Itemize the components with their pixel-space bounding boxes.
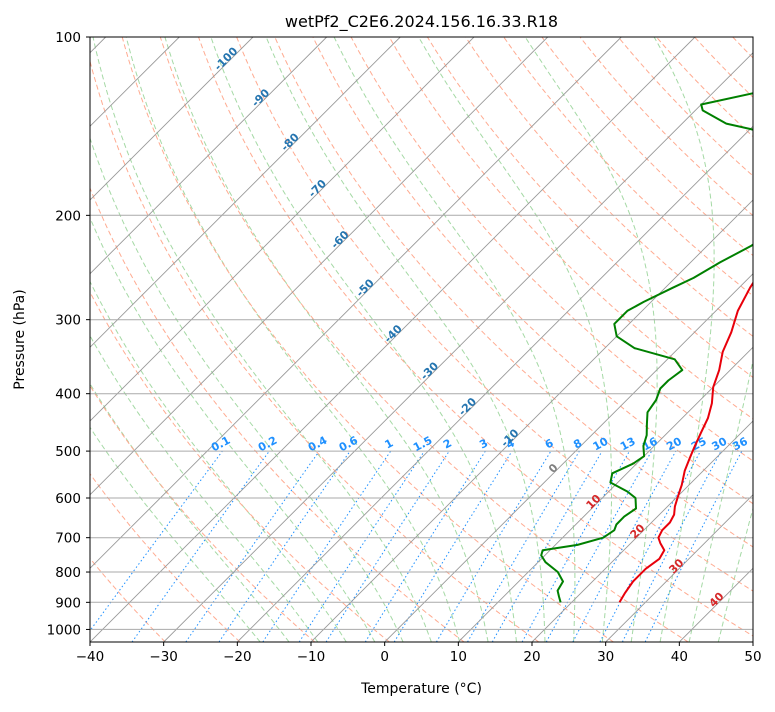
x-tick-label: 40 [671, 649, 688, 665]
x-tick-label: 20 [523, 649, 540, 665]
y-tick-label: 800 [55, 565, 81, 581]
x-tick-label: −20 [223, 649, 252, 665]
y-tick-label: 100 [55, 30, 81, 46]
x-tick-label: 10 [450, 649, 467, 665]
y-tick-label: 600 [55, 491, 81, 507]
y-tick-label: 300 [55, 313, 81, 329]
y-tick-label: 1000 [47, 622, 81, 638]
chart-title: wetPf2_C2E6.2024.156.16.33.R18 [285, 12, 558, 32]
x-tick-label: −10 [297, 649, 326, 665]
y-axis-label: Pressure (hPa) [12, 289, 28, 389]
y-tick-label: 200 [55, 208, 81, 224]
x-axis-label: Temperature (°C) [360, 681, 482, 697]
y-tick-label: 400 [55, 387, 81, 403]
x-tick-label: 0 [380, 649, 389, 665]
y-tick-label: 500 [55, 444, 81, 460]
x-tick-label: −30 [149, 649, 178, 665]
x-tick-label: 50 [744, 649, 761, 665]
x-tick-label: −40 [76, 649, 105, 665]
x-tick-label: 30 [597, 649, 614, 665]
y-tick-label: 900 [55, 595, 81, 611]
y-tick-label: 700 [55, 531, 81, 547]
